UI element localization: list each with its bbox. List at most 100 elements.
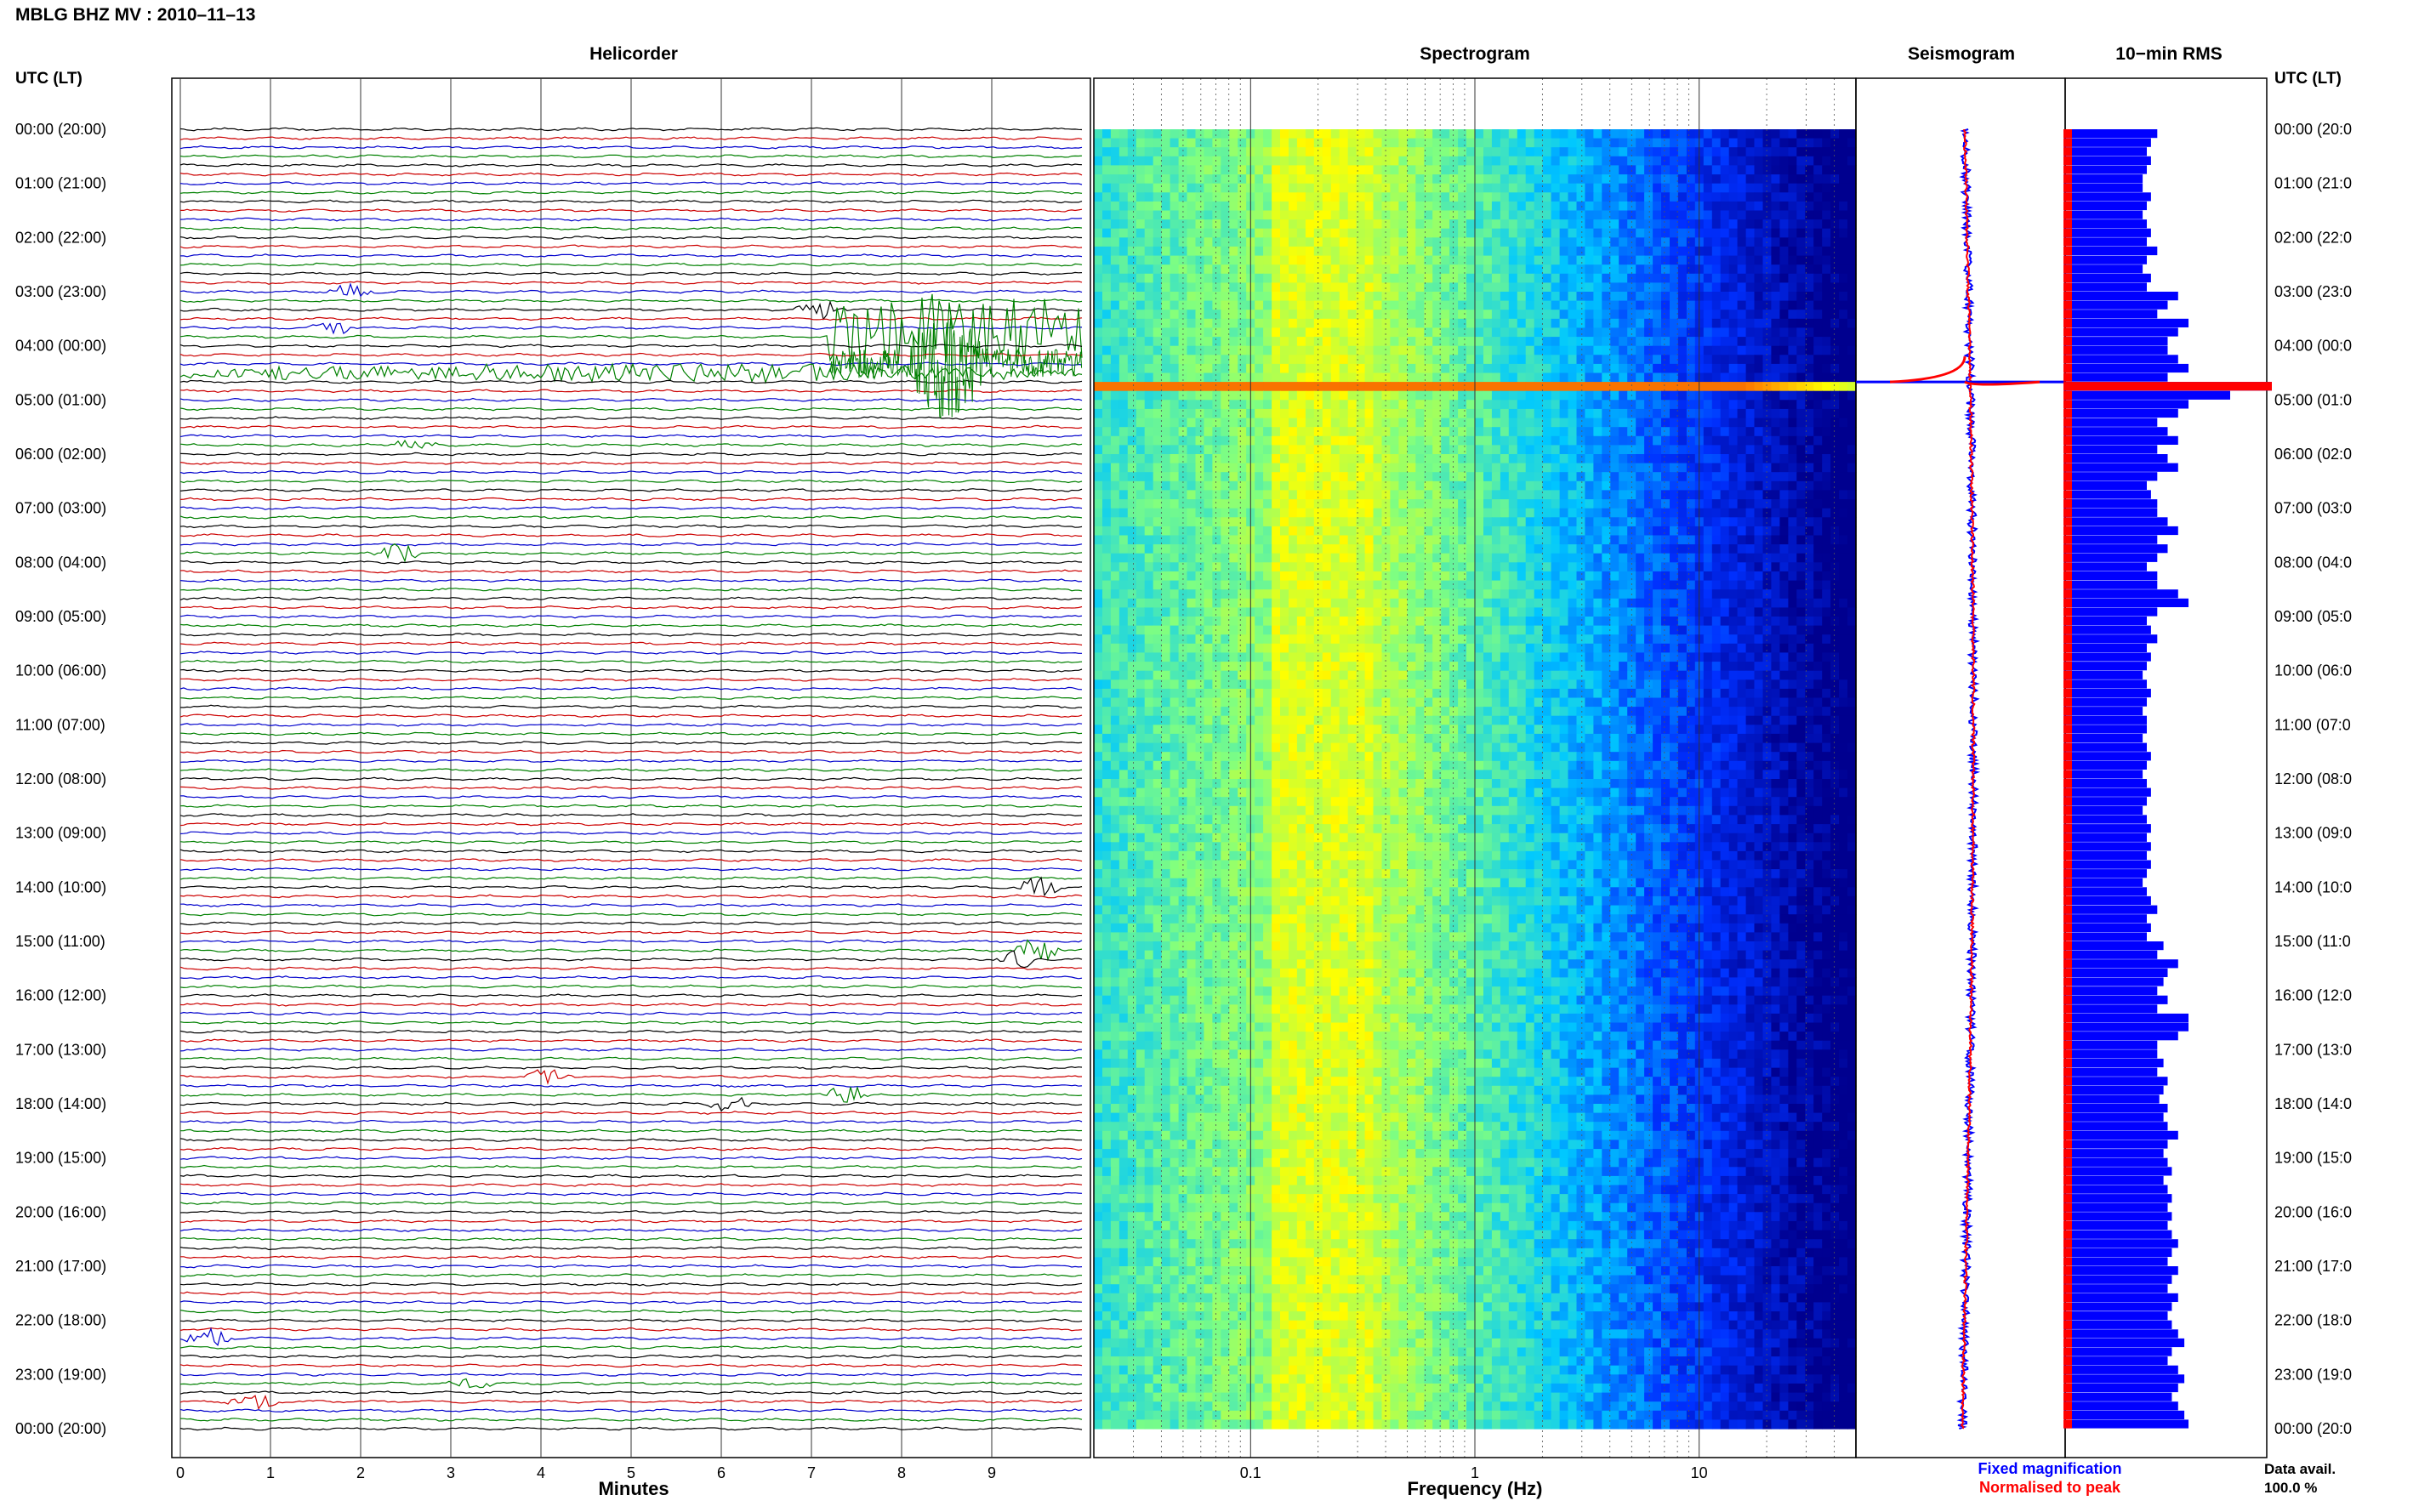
spectrogram-cell [1745,400,1756,410]
spectrogram-cell [1313,427,1323,437]
spectrogram-cell [1212,598,1221,608]
spectrogram-cell [1255,499,1264,509]
spectrogram-cell [1272,310,1281,320]
spectrogram-cell [1127,282,1137,293]
spectrogram-cell [1653,490,1662,500]
spectrogram-cell [1703,219,1713,230]
spectrogram-cell [1313,408,1323,419]
spectrogram-cell [1508,607,1518,617]
spectrogram-cell [1475,472,1484,482]
spectrogram-cell [1653,219,1662,230]
helicorder-trace [179,389,1083,394]
spectrogram-cell [1805,463,1814,473]
spectrogram-cell [1289,418,1298,428]
spectrogram-cell [1272,382,1281,392]
spectrogram-cell [1195,508,1205,518]
spectrogram-cell [1686,454,1696,464]
spectrogram-cell [1339,210,1349,220]
spectrogram-cell [1737,372,1747,383]
spectrogram-cell [1670,435,1679,446]
spectrogram-cell [1339,129,1349,139]
spectrogram-cell [1212,219,1221,230]
spectrogram-cell [1347,490,1357,500]
spectrogram-cell [1330,183,1340,193]
spectrogram-cell [1576,598,1586,608]
spectrogram-cell [1102,490,1112,500]
spectrogram-cell [1153,192,1163,202]
spectrogram-cell [1585,318,1594,328]
helicorder-trace [179,1309,1083,1314]
spectrogram-cell [1094,337,1103,347]
spectrogram-cell [1728,400,1739,410]
spectrogram-cell [1187,192,1197,202]
spectrogram-cell [1187,372,1197,383]
spectrogram-cell [1627,598,1636,608]
spectrogram-cell [1229,310,1238,320]
spectrogram-cell [1347,499,1357,509]
spectrogram-cell [1593,255,1602,265]
spectrogram-cell [1653,553,1662,563]
spectrogram-cell [1170,165,1180,175]
spectrogram-cell [1102,255,1112,265]
spectrogram-cell [1568,390,1578,401]
spectrogram-cell [1263,427,1272,437]
helicorder-trace [179,858,1083,862]
helicorder-trace [179,226,1083,231]
spectrogram-cell [1127,300,1137,310]
spectrogram-cell [1805,427,1814,437]
spectrogram-cell [1212,345,1221,355]
spectrogram-cell [1110,435,1120,446]
spectrogram-cell [1762,445,1773,455]
spectrogram-cell [1432,480,1442,491]
spectrogram-cell [1229,400,1238,410]
spectrogram-cell [1263,210,1272,220]
spectrogram-cell [1754,544,1764,554]
spectrogram-cell [1381,129,1392,139]
spectrogram-cell [1313,192,1323,202]
spectrogram-cell [1263,571,1272,582]
spectrogram-cell [1272,580,1281,590]
spectrogram-cell [1330,535,1340,545]
spectrogram-cell [1796,300,1806,310]
spectrogram-cell [1475,526,1484,537]
spectrogram-cell [1187,445,1197,455]
spectrogram-cell [1686,562,1696,572]
spectrogram-cell [1517,201,1527,212]
helicorder-trace [179,416,1083,420]
spectrogram-cell [1432,327,1442,338]
spectrogram-cell [1847,526,1857,537]
spectrogram-cell [1677,363,1688,374]
spectrogram-cell [1466,183,1476,193]
spectrogram-cell [1551,400,1561,410]
spectrogram-cell [1475,382,1484,392]
spectrogram-cell [1415,589,1425,600]
spectrogram-cell [1221,327,1230,338]
spectrogram-cell [1475,607,1484,617]
spectrogram-cell [1475,589,1484,600]
spectrogram-cell [1144,165,1154,175]
spectrogram-cell [1187,508,1197,518]
spectrogram-cell [1585,183,1594,193]
spectrogram-cell [1636,553,1645,563]
spectrogram-cell [1356,282,1366,293]
spectrogram-cell [1534,480,1544,491]
spectrogram-cell [1118,363,1129,374]
spectrogram-cell [1737,174,1747,185]
spectrogram-cell [1686,499,1696,509]
spectrogram-cell [1508,345,1518,355]
spectrogram-cell [1542,363,1552,374]
spectrogram-cell [1466,292,1476,302]
spectrogram-cell [1771,129,1780,139]
spectrogram-cell [1153,355,1163,365]
spectrogram-cell [1161,472,1171,482]
spectrogram-cell [1754,535,1764,545]
spectrogram-cell [1229,454,1238,464]
spectrogram-cell [1636,544,1645,554]
spectrogram-cell [1661,408,1671,419]
spectrogram-cell [1839,418,1848,428]
spectrogram-cell [1517,553,1527,563]
spectrogram-cell [1813,282,1823,293]
spectrogram-cell [1238,463,1247,473]
spectrogram-cell [1390,400,1399,410]
spectrogram-cell [1839,435,1848,446]
